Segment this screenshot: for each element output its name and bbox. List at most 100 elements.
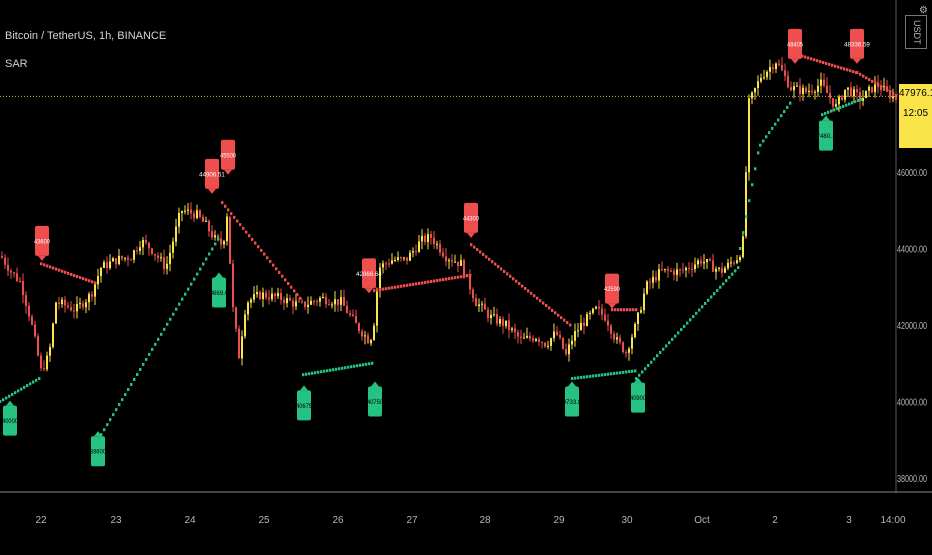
candle-body [637,312,639,324]
candle-body [427,234,429,243]
sar-dot [2,398,5,402]
sar-dot [154,342,157,346]
sar-dot [8,394,11,398]
candle-body [802,87,804,95]
sar-dot [473,245,476,249]
candle-body [481,303,483,305]
candle-body [772,67,774,70]
candle-body [496,314,498,324]
candle-body [16,273,18,281]
sar-dot [551,308,554,312]
sar-dot [263,252,266,256]
candle-body [889,90,891,99]
sar-dot [554,311,557,315]
candle-body [703,261,705,264]
candle-body [457,261,459,266]
candle-body [727,262,729,269]
symbol-title[interactable]: Bitcoin / TetherUS, 1h, BINANCE [5,30,167,42]
sar-dot [536,296,539,300]
candle-body [511,328,513,330]
currency-button[interactable]: USDT [905,15,927,49]
sar-dot [436,279,439,283]
sar-dot [32,380,35,384]
candle-body [205,220,207,222]
candle-body [487,309,489,318]
candle-body [811,90,813,93]
candle-body [517,332,519,337]
sar-dot [290,285,293,289]
sar-dot [824,111,827,115]
sar-dot [668,341,671,345]
candle-body [145,240,147,243]
candle-body [454,261,456,263]
candle-body [451,260,453,262]
sar-dot [281,274,284,278]
candle-body [538,339,540,343]
sar-dot [344,366,347,370]
sar-dot [862,74,865,78]
sar-down-label [464,202,478,233]
sar-dot [827,110,830,114]
sar-dot [40,262,43,266]
sar-dot [768,131,771,135]
sar-dot [145,357,148,361]
sar-dot [100,433,103,437]
candle-body [664,268,666,270]
sar-dot [843,67,846,71]
sar-dot [184,292,187,296]
candle-body [556,331,558,335]
sar-dot [665,344,668,348]
sar-dot [635,377,638,381]
sar-dot [29,382,32,386]
sar-label-text: 40750 [367,400,384,406]
candle-body [607,320,609,326]
candle-body [847,87,849,90]
candle-body [745,172,747,237]
gear-icon[interactable]: ⚙ [919,5,928,16]
candle-body [172,241,174,253]
candle-body [463,260,465,277]
sar-dot [569,323,572,327]
candle-body [646,281,648,294]
candle-body [589,312,591,315]
sar-dot [397,285,400,289]
sar-label-text: 44906.51 [199,172,225,178]
sar-dot [382,287,385,291]
candle-body [505,320,507,326]
sar-dot [70,272,73,276]
sar-dot [574,376,577,380]
sar-dot [85,278,88,282]
sar-dot [58,268,61,272]
candle-body [340,297,342,305]
sar-dot [634,369,637,373]
candle-body [25,295,27,306]
sar-label-text: 40900 [630,396,647,402]
candle-body [334,299,336,305]
sar-dot [118,403,121,407]
sar-dot [148,352,151,356]
candle-body [7,264,9,272]
candle-body [553,331,555,339]
candle-body [109,261,111,269]
indicator-label[interactable]: SAR [5,58,28,70]
y-tick-label: 42000.00 [897,321,927,332]
sar-dot [43,263,46,267]
sar-dot [418,281,421,285]
sar-up-label [368,386,382,417]
candle-body [235,307,237,329]
sar-dot [695,311,698,315]
sar-dot [719,285,722,289]
candle-body [151,248,153,254]
sar-dot [347,365,350,369]
sar-dot [79,276,82,280]
sar-dot [269,259,272,263]
sar-up-label [631,382,645,413]
sar-dot [889,90,892,94]
candle-body [670,270,672,272]
sar-dot [181,297,184,301]
sar-down-label [221,139,235,170]
candle-body [736,260,738,264]
sar-dot [566,321,569,325]
